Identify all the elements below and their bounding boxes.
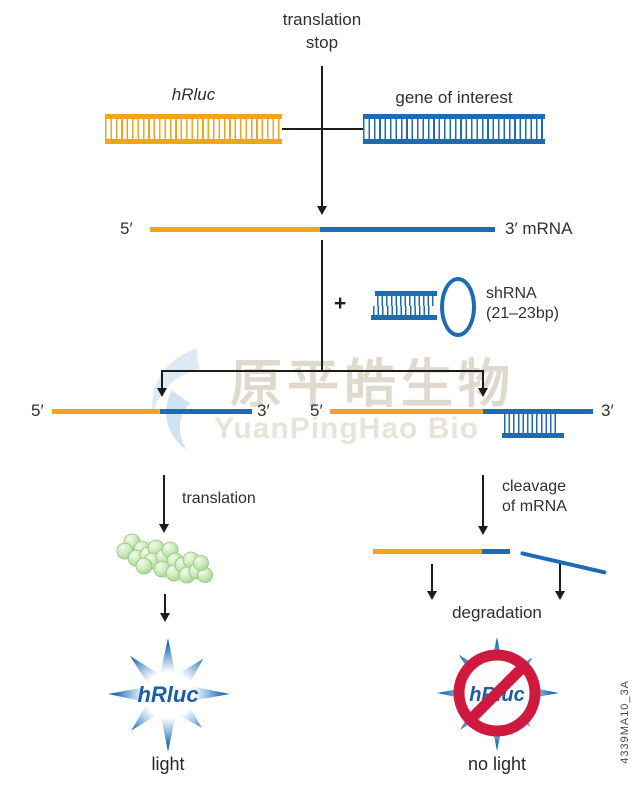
stop-pointer-line <box>321 66 323 207</box>
light-result-label: light <box>151 754 185 774</box>
right-mrna-hrluc-segment <box>330 409 483 414</box>
hrluc-gene-box <box>105 114 282 144</box>
mrna1-three-prime-label: 3′ mRNA <box>505 219 573 238</box>
right-mrna-five-prime-label: 5′ <box>310 401 323 420</box>
protein-to-light-arrow-line <box>164 594 166 614</box>
no-light-burst-icon: hRluc <box>437 637 559 751</box>
mrna-to-branch-line <box>321 240 323 370</box>
shrna-basepair-ticks-top <box>377 296 437 306</box>
mrna1-gene-segment <box>320 227 495 232</box>
gene-connector-line <box>282 128 363 130</box>
degradation-arrow-left-line <box>431 564 433 592</box>
left-mrna-gene-segment <box>160 409 252 414</box>
translation-stop-line1: translation <box>282 10 362 29</box>
shrna-label: shRNA <box>486 285 537 302</box>
branch-right-stub <box>482 370 484 389</box>
plus-sign: + <box>334 292 347 315</box>
watermark-swirl-icon <box>152 348 200 450</box>
cleaved-mrna-hrluc-fragment <box>373 549 482 554</box>
degradation-label: degradation <box>452 603 542 622</box>
mrna1-hrluc-segment <box>150 227 320 232</box>
arrow-down-icon <box>317 206 327 215</box>
degradation-arrow-right-line <box>559 564 561 592</box>
translation-stop-label: translation stop <box>252 8 392 54</box>
protein-cluster-icon <box>116 533 213 584</box>
cleaved-mrna-blue-stub <box>482 549 510 554</box>
prohibition-icon <box>453 649 541 737</box>
cleavage-label-line1: cleavage <box>502 478 567 495</box>
shrna-basepair-ticks-bottom <box>373 306 431 315</box>
hrluc-star-label: hRluc <box>137 682 198 707</box>
shrna-hairpin-loop-icon <box>440 277 476 337</box>
shrna-top-strand <box>375 291 437 296</box>
arrow-down-icon <box>478 388 488 397</box>
translation-stop-line2: stop <box>305 33 339 52</box>
arrow-down-icon <box>478 526 488 535</box>
arrow-down-icon <box>555 591 565 600</box>
cleavage-arrow-line <box>482 475 484 527</box>
no-light-result-label: no light <box>467 754 527 774</box>
translation-label: translation <box>182 490 256 507</box>
gene-of-interest-box <box>363 114 545 144</box>
left-mrna-five-prime-label: 5′ <box>31 401 44 420</box>
cleavage-label-line2: of mRNA <box>502 498 567 515</box>
arrow-down-icon <box>427 591 437 600</box>
shrna-size-label: (21–23bp) <box>486 305 559 322</box>
left-mrna-three-prime-label: 3′ <box>257 401 270 420</box>
right-mrna-three-prime-label: 3′ <box>601 401 614 420</box>
gene-of-interest-label: gene of interest <box>395 88 513 107</box>
branch-line <box>162 370 483 372</box>
arrow-down-icon <box>157 388 167 397</box>
cleaved-mrna-detached-fragment <box>520 551 607 575</box>
translation-arrow-line <box>163 475 165 525</box>
figure-id-label: 4339MA10_3A <box>619 680 631 764</box>
left-mrna-hrluc-segment <box>52 409 160 414</box>
sirna-antisense-strand <box>502 433 564 438</box>
branch-left-stub <box>161 370 163 389</box>
watermark-chinese-text: 原平皓生物 <box>230 356 516 414</box>
hrluc-gene-label: hRluc <box>171 85 216 104</box>
shrna-bottom-strand <box>371 315 437 320</box>
arrow-down-icon <box>159 524 169 533</box>
watermark-latin-text: YuanPingHao Bio <box>214 412 480 445</box>
arrow-down-icon <box>160 613 170 622</box>
sirna-basepair-ticks-bottom <box>504 424 558 433</box>
light-burst-icon: hRluc <box>108 638 230 752</box>
sirna-basepair-ticks-top <box>504 414 558 424</box>
right-mrna-gene-segment <box>483 409 593 414</box>
mrna1-five-prime-label: 5′ <box>120 219 133 238</box>
